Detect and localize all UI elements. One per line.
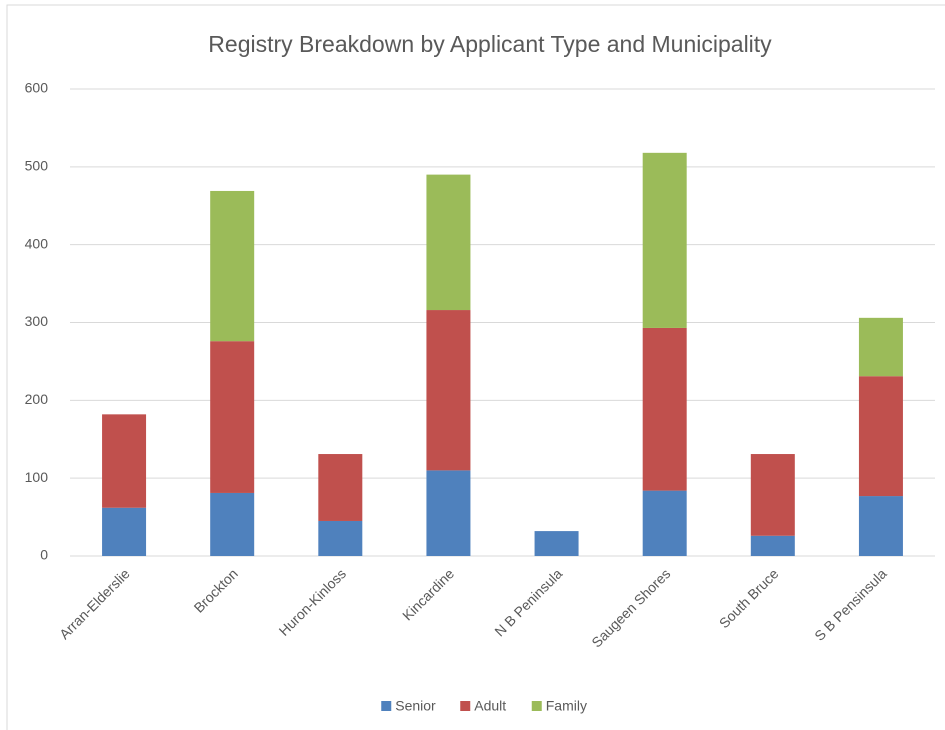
bar-segment (102, 507, 147, 556)
x-tick-label: S B Pensinsula (811, 565, 890, 644)
y-tick-label: 600 (25, 80, 49, 96)
y-tick-label: 100 (25, 469, 49, 485)
chart-title: Registry Breakdown by Applicant Type and… (208, 31, 772, 57)
legend-swatch (460, 701, 471, 711)
y-tick-label: 300 (25, 313, 49, 329)
x-tick-label: Huron-Kinloss (276, 565, 349, 638)
y-tick-label: 0 (40, 547, 48, 563)
bar-segment (102, 414, 147, 508)
y-tick-label: 200 (25, 391, 49, 407)
x-tick-label: Brockton (191, 565, 241, 615)
bar-segment (426, 470, 471, 556)
bar-segment (642, 490, 687, 556)
x-tick-label: Kincardine (399, 565, 457, 623)
x-tick-label: N B Peninsula (491, 565, 565, 639)
bar-segment (318, 520, 363, 556)
legend-label: Senior (395, 698, 436, 714)
x-tick-label: Arran-Elderslie (56, 565, 133, 642)
legend-swatch (531, 701, 542, 711)
bar-segment (426, 310, 471, 471)
bar-segment (858, 317, 903, 377)
bar-segment (750, 454, 795, 536)
bar-segment (210, 341, 255, 493)
legend-swatch (381, 701, 392, 711)
bar-segment (534, 531, 579, 556)
bar-segment (642, 152, 687, 328)
y-tick-label: 400 (25, 235, 49, 251)
x-tick-label: South Bruce (716, 565, 782, 631)
bar-segment (318, 454, 363, 521)
bar-segment (858, 496, 903, 556)
bar-segment (642, 327, 687, 491)
y-tick-label: 500 (25, 158, 49, 174)
bar-segment (210, 190, 255, 342)
legend-label: Family (546, 698, 587, 714)
bar-segment (210, 492, 255, 556)
legend-label: Adult (474, 698, 506, 714)
x-tick-label: Saugeen Shores (588, 565, 673, 650)
bar-segment (750, 535, 795, 556)
chart-border (6, 4, 945, 730)
bar-segment (426, 174, 471, 311)
bar-segment (858, 376, 903, 497)
